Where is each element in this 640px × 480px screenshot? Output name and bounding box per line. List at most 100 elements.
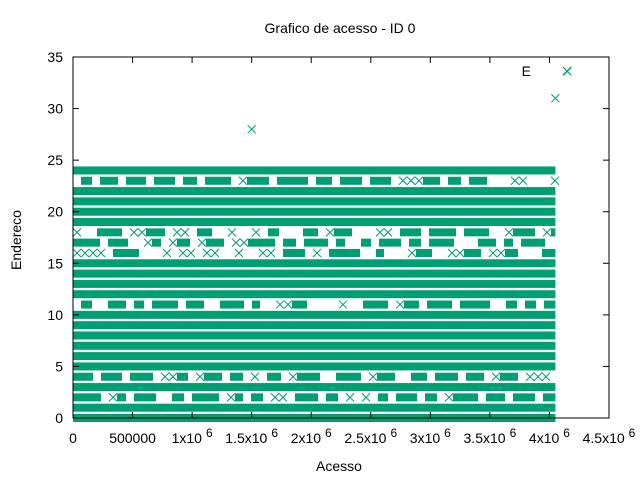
data-point xyxy=(447,248,457,258)
data-cluster xyxy=(513,393,535,402)
data-cluster xyxy=(396,393,417,402)
data-band-y23 xyxy=(81,176,560,186)
x-tick-label: 2x10 6 xyxy=(291,426,332,446)
data-cluster xyxy=(292,300,307,309)
data-cluster xyxy=(425,393,437,402)
x-tick-label: 4x10 6 xyxy=(529,426,570,446)
x-tick-exponent: 6 xyxy=(206,426,213,440)
data-cluster xyxy=(505,248,518,257)
data-point xyxy=(72,227,82,237)
data-cluster xyxy=(247,176,269,185)
y-tick-label: 20 xyxy=(47,204,63,220)
data-cluster xyxy=(464,228,489,237)
data-point xyxy=(162,248,172,258)
data-band-y15 xyxy=(73,259,556,268)
data-point xyxy=(325,227,335,237)
data-band-y2 xyxy=(73,393,556,402)
x-tick-exponent: 6 xyxy=(629,426,636,440)
data-cluster xyxy=(336,372,361,381)
data-cluster xyxy=(235,393,243,402)
data-point xyxy=(270,393,280,402)
data-point xyxy=(491,372,501,382)
data-cluster xyxy=(427,300,452,309)
data-cluster xyxy=(152,300,178,309)
data-band-y8 xyxy=(73,331,556,340)
data-band-y24 xyxy=(73,166,556,175)
data-point xyxy=(525,372,535,382)
data-cluster xyxy=(334,228,352,237)
data-point xyxy=(231,238,241,248)
data-point xyxy=(96,248,106,258)
data-cluster xyxy=(409,238,421,247)
data-point xyxy=(251,227,261,237)
data-point xyxy=(496,248,506,258)
y-tick-label: 10 xyxy=(47,307,63,323)
data-band-y10 xyxy=(73,310,556,319)
data-points xyxy=(72,67,572,422)
data-cluster xyxy=(411,372,427,381)
data-band-y14 xyxy=(73,269,556,278)
legend: E xyxy=(522,63,572,79)
data-point xyxy=(168,238,178,248)
data-point xyxy=(160,372,170,382)
data-point xyxy=(395,300,405,309)
data-cluster xyxy=(500,372,518,381)
data-band-y22 xyxy=(73,187,556,196)
data-point xyxy=(283,300,293,309)
x-tick-exponent: 6 xyxy=(390,426,397,440)
data-point xyxy=(250,372,260,382)
data-cluster xyxy=(113,248,139,257)
data-cluster xyxy=(453,393,478,402)
data-cluster xyxy=(134,300,144,309)
data-point-outlier xyxy=(247,124,257,134)
data-point xyxy=(238,176,248,186)
x-axis-label: Acesso xyxy=(316,458,362,474)
data-cluster xyxy=(303,228,318,237)
data-cluster xyxy=(361,238,371,247)
data-point xyxy=(455,248,465,258)
data-cluster xyxy=(460,300,490,309)
data-band-y4 xyxy=(73,372,551,382)
data-cluster xyxy=(172,393,184,402)
data-cluster xyxy=(197,228,212,237)
data-point xyxy=(88,248,98,258)
data-cluster xyxy=(81,176,92,185)
x-tick-label: 1x10 6 xyxy=(172,426,213,446)
data-cluster xyxy=(108,238,128,247)
data-cluster xyxy=(146,228,165,237)
data-cluster xyxy=(192,393,219,402)
data-point xyxy=(541,372,551,382)
data-cluster xyxy=(551,228,556,237)
data-point xyxy=(361,393,371,402)
data-point xyxy=(288,372,298,382)
data-point xyxy=(168,372,178,382)
data-point xyxy=(227,227,237,237)
data-cluster xyxy=(464,248,481,257)
data-point xyxy=(398,176,408,186)
data-point xyxy=(338,300,348,309)
data-cluster xyxy=(429,228,456,237)
x-tick-exponent: 6 xyxy=(510,426,517,440)
data-cluster xyxy=(542,248,556,257)
data-cluster xyxy=(283,248,305,257)
data-cluster xyxy=(252,300,260,309)
data-point xyxy=(266,248,276,258)
data-point xyxy=(278,393,288,402)
data-point xyxy=(210,248,220,258)
data-cluster xyxy=(230,372,243,381)
data-cluster xyxy=(404,300,419,309)
x-tick-label: 4.5x10 6 xyxy=(583,426,636,446)
x-tick-label: 3.5x10 6 xyxy=(464,426,517,446)
data-cluster xyxy=(277,176,308,185)
data-cluster xyxy=(204,372,222,381)
data-cluster xyxy=(363,300,388,309)
y-tick-label: 30 xyxy=(47,101,63,117)
data-point xyxy=(137,227,147,237)
data-cluster xyxy=(340,176,362,185)
data-cluster xyxy=(326,393,338,402)
data-point xyxy=(178,248,188,258)
data-cluster xyxy=(435,372,458,381)
data-point xyxy=(533,372,543,382)
data-cluster xyxy=(400,228,421,237)
data-cluster xyxy=(101,372,122,381)
